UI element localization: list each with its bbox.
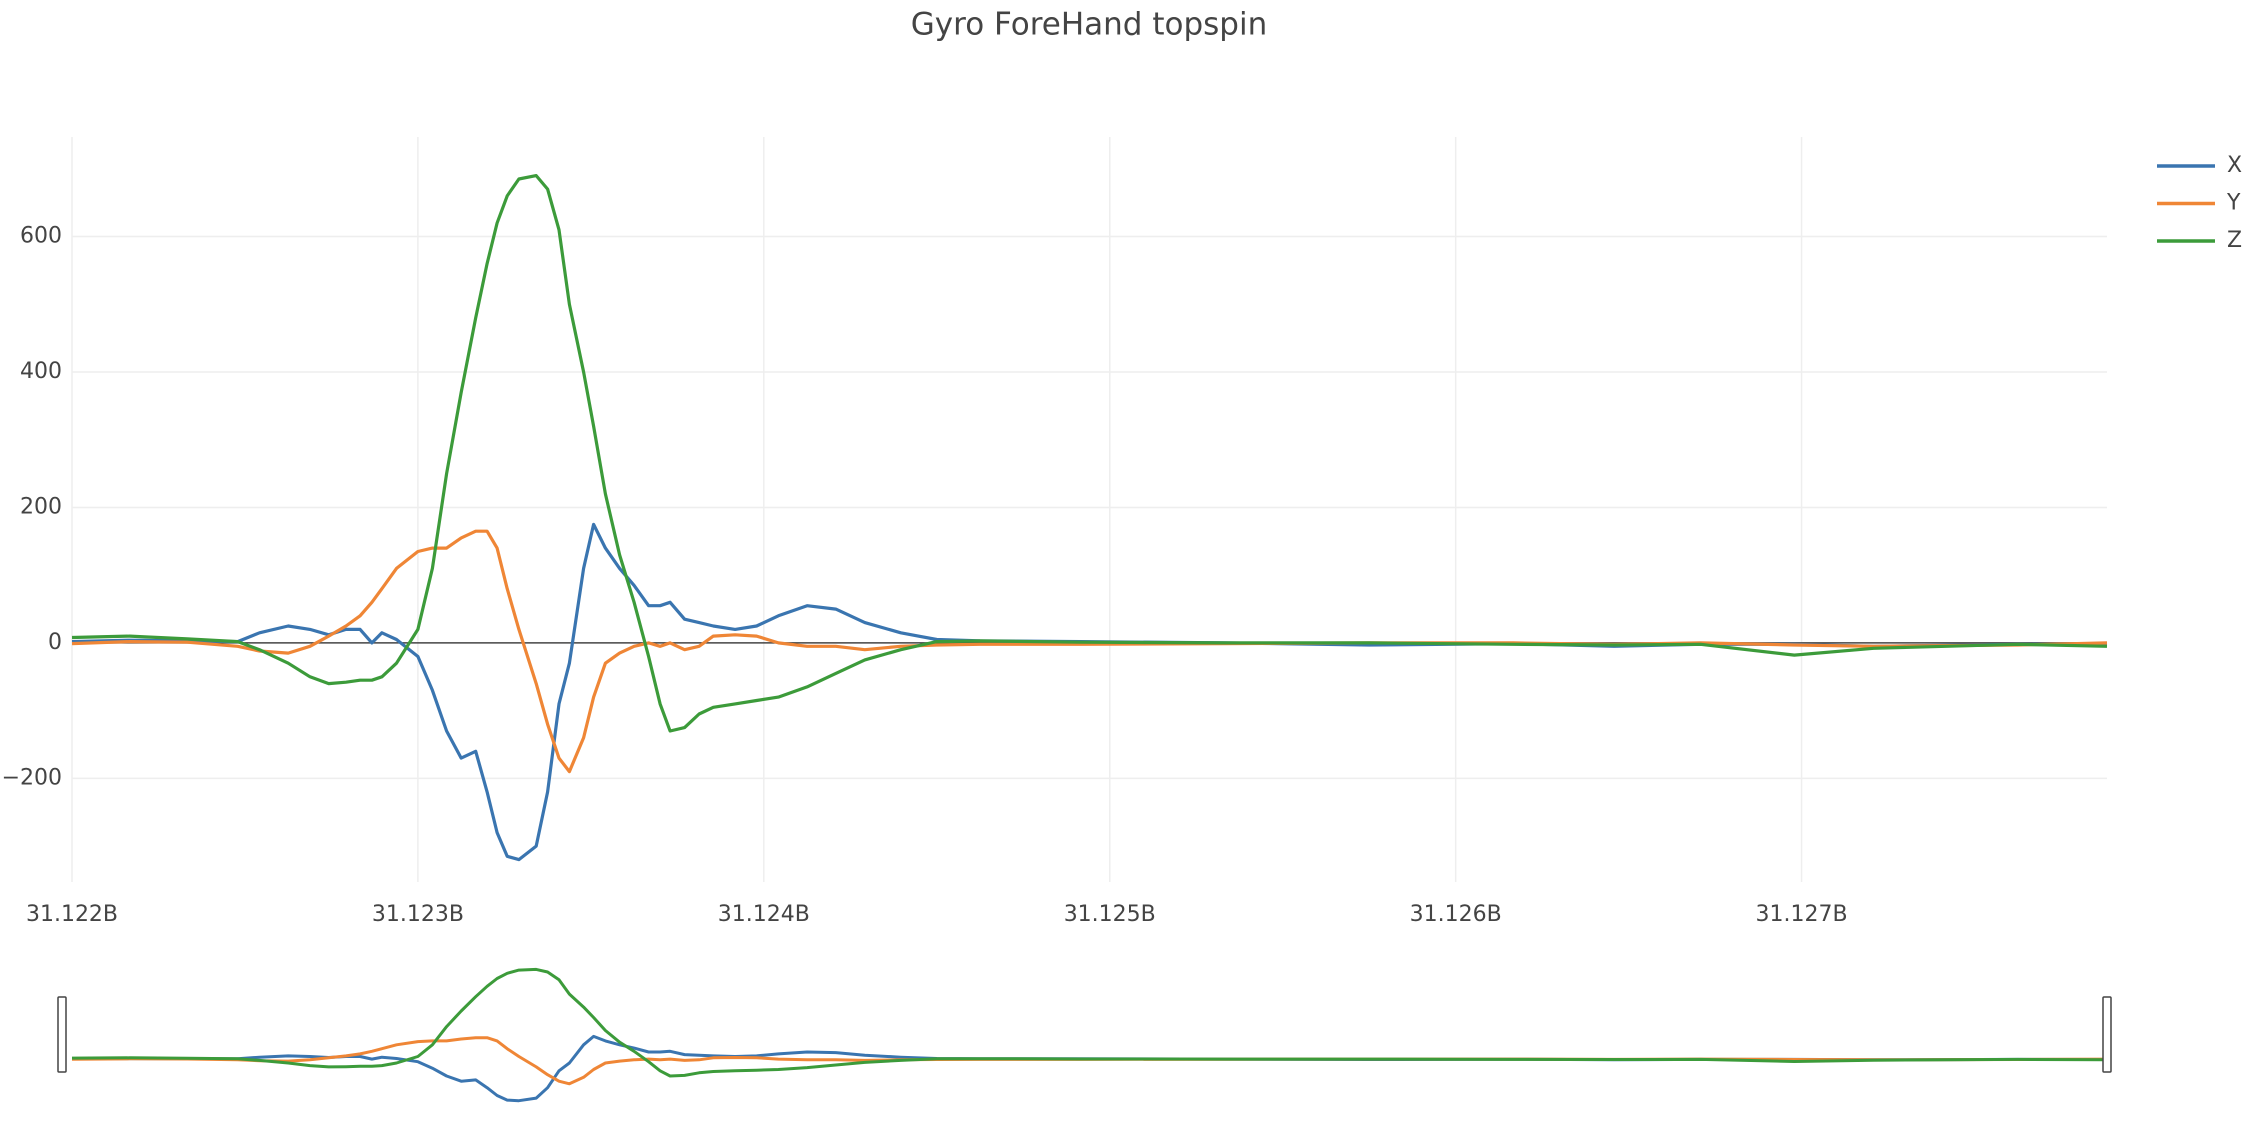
- range-handle[interactable]: [57, 996, 67, 1073]
- y-tick-label: 0: [48, 630, 62, 655]
- legend-label: Z: [2227, 228, 2242, 253]
- series-line: [71, 174, 2108, 733]
- y-tick-label: 600: [20, 224, 62, 249]
- x-tick-label: 31.123B: [372, 902, 464, 927]
- y-tick-label: −200: [2, 765, 62, 790]
- legend-label: Y: [2226, 191, 2241, 216]
- range-handle[interactable]: [2102, 996, 2112, 1073]
- range-slider: [62, 962, 2108, 1105]
- x-tick-label: 31.122B: [26, 902, 118, 927]
- x-tick-label: 31.124B: [718, 902, 810, 927]
- x-tick-label: 31.125B: [1064, 902, 1156, 927]
- y-tick-label: 400: [20, 359, 62, 384]
- x-tick-label: 31.126B: [1410, 902, 1502, 927]
- slider-line: [71, 967, 2108, 1078]
- legend-label: X: [2227, 153, 2242, 178]
- y-tick-label: 200: [20, 494, 62, 519]
- x-tick-label: 31.127B: [1756, 902, 1848, 927]
- series-line: [71, 529, 2108, 774]
- chart-title: Gyro ForeHand topspin: [911, 7, 1267, 43]
